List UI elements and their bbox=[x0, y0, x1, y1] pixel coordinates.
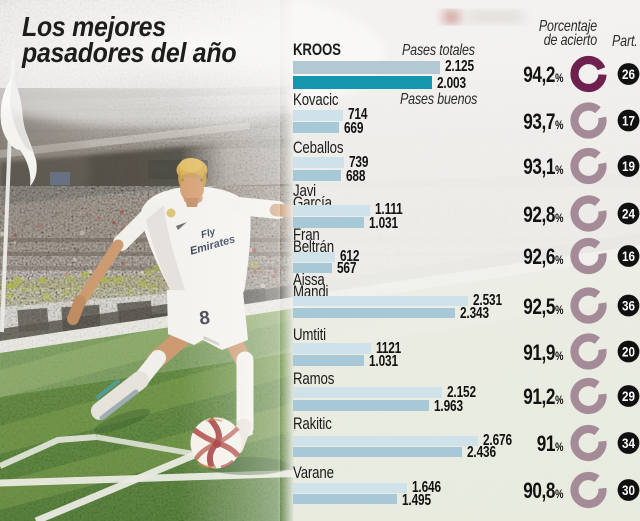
svg-text:34: 34 bbox=[622, 436, 635, 451]
svg-text:17: 17 bbox=[622, 113, 635, 128]
svg-text:36: 36 bbox=[622, 298, 635, 313]
svg-text:20: 20 bbox=[622, 344, 635, 359]
svg-text:26: 26 bbox=[622, 67, 635, 82]
svg-text:30: 30 bbox=[622, 483, 635, 498]
svg-text:16: 16 bbox=[622, 249, 635, 264]
svg-text:19: 19 bbox=[622, 159, 635, 174]
svg-text:29: 29 bbox=[622, 389, 635, 404]
svg-text:24: 24 bbox=[622, 206, 635, 221]
